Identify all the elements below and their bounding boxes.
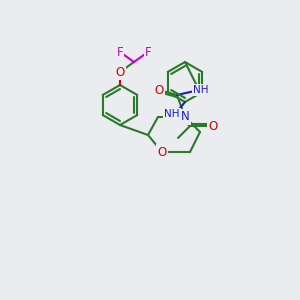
Text: F: F <box>145 46 151 59</box>
Text: F: F <box>117 46 123 59</box>
Text: NH: NH <box>193 85 209 95</box>
Text: NH: NH <box>164 109 180 119</box>
Text: N: N <box>181 110 189 124</box>
Text: O: O <box>154 83 164 97</box>
Text: O: O <box>208 119 217 133</box>
Text: O: O <box>158 146 166 158</box>
Text: O: O <box>116 65 124 79</box>
